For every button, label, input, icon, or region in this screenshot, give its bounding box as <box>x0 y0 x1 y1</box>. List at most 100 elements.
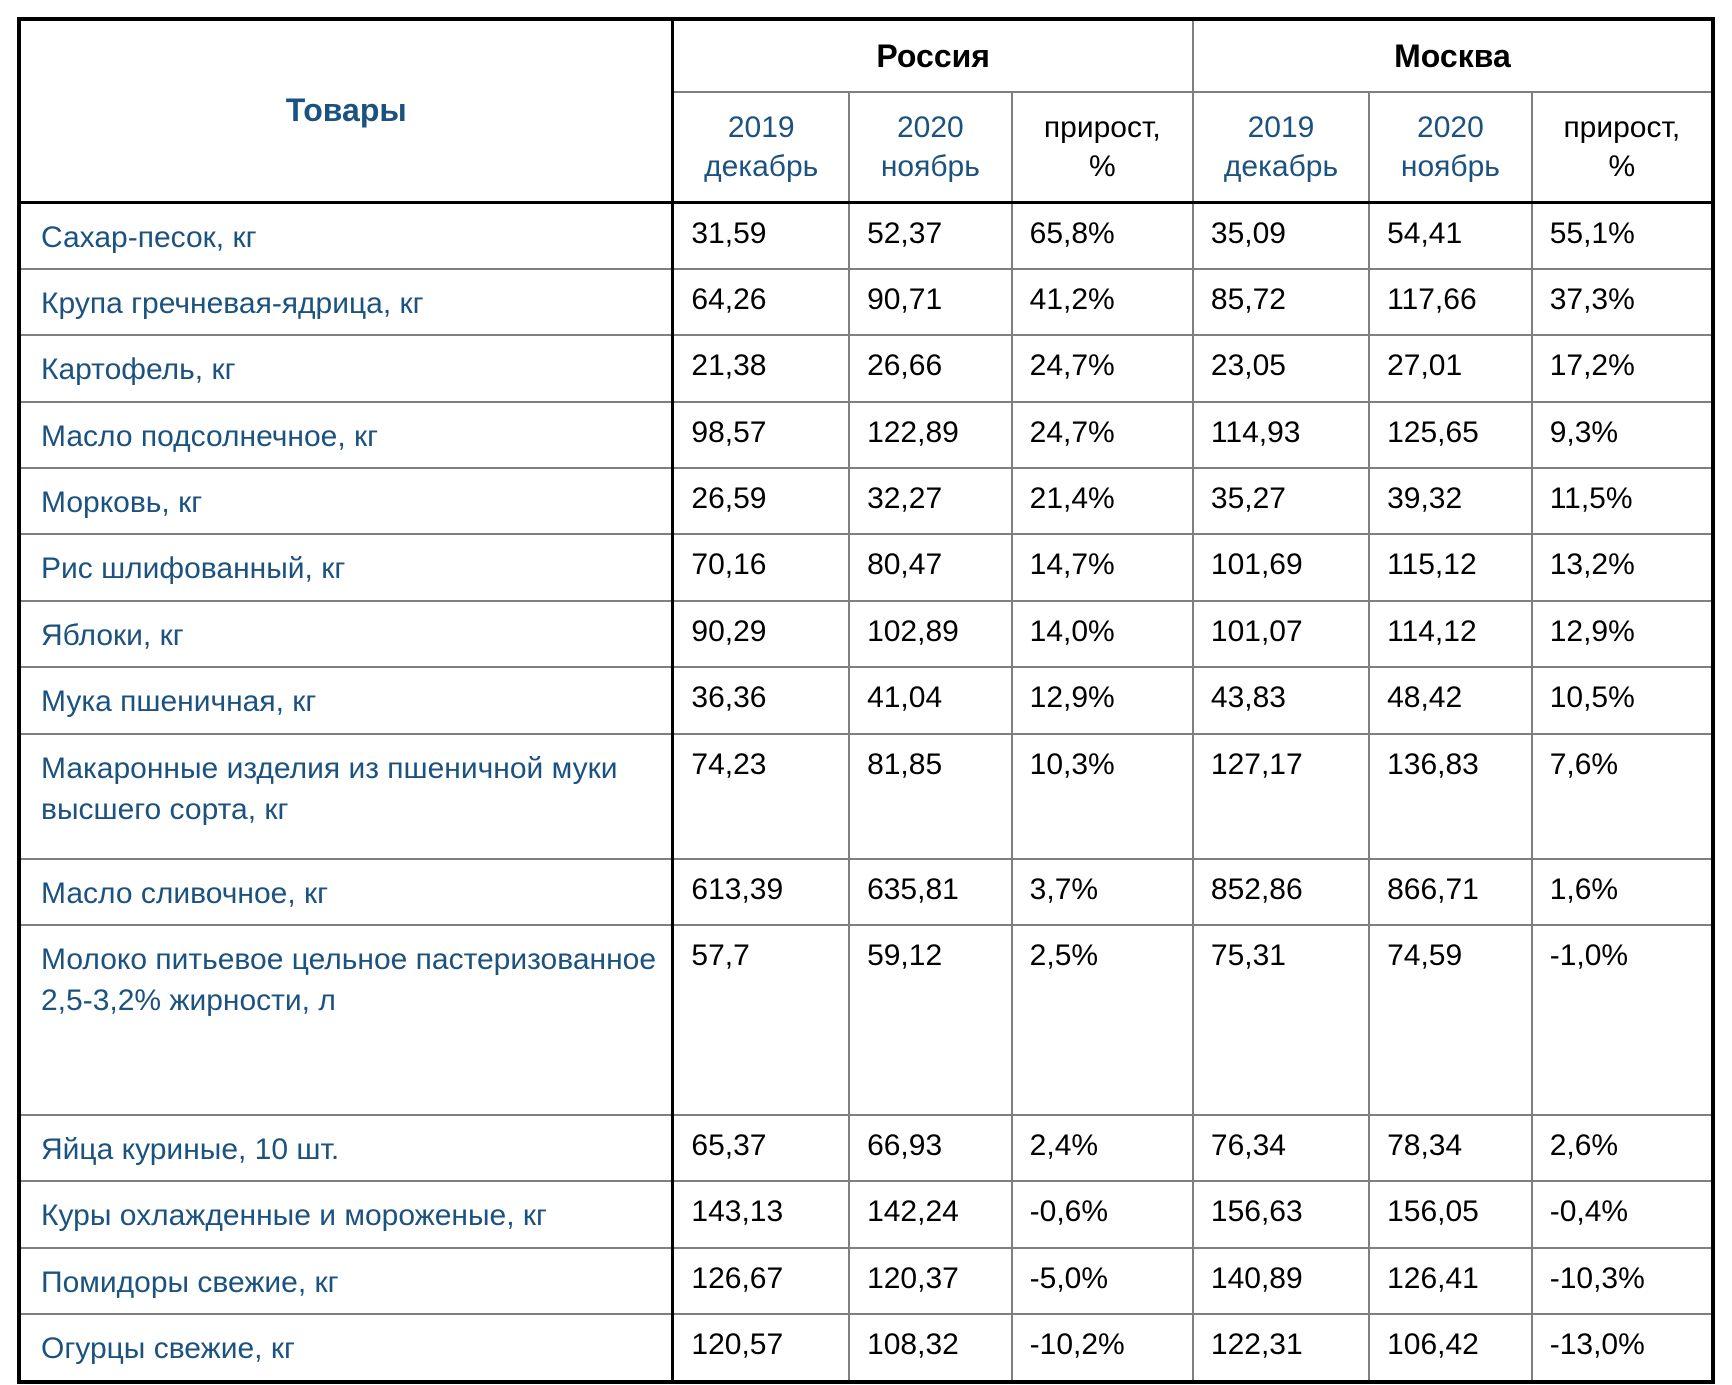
value-cell: 90,29 <box>671 599 851 669</box>
subheader-cell: 2020 ноябрь <box>848 91 1013 203</box>
product-name-cell: Морковь, кг <box>18 467 674 536</box>
product-name-cell: Помидоры свежие, кг <box>18 1246 674 1316</box>
table-row: Огурцы свежие, кг 120,57 108,32 -10,2% 122,3… <box>18 1313 1715 1383</box>
group-header-moscow: Москва <box>1191 18 1715 93</box>
value-cell: 43,83 <box>1191 666 1371 735</box>
product-name-cell: Яйца куриные, 10 шт. <box>18 1114 674 1183</box>
table-row: Сахар-песок, кг 31,59 52,37 65,8% 35,09 54,41… <box>18 201 1715 270</box>
product-name-cell: Молоко питьевое цельное пастеризованное … <box>18 924 674 1117</box>
value-cell: 57,7 <box>671 924 851 1117</box>
value-cell: 81,85 <box>848 732 1013 860</box>
value-cell: -1,0% <box>1530 924 1715 1117</box>
subheader-cell: 2019 декабрь <box>1191 91 1371 203</box>
value-cell: -10,2% <box>1010 1313 1194 1383</box>
value-cell: -10,3% <box>1530 1246 1715 1316</box>
value-cell: 101,07 <box>1191 599 1371 669</box>
value-cell: 80,47 <box>848 533 1013 602</box>
value-cell: 9,3% <box>1530 400 1715 470</box>
price-table: Товары Россия Москва 2019 декабрь 2020 нояб… <box>17 17 1715 1384</box>
value-cell: 106,42 <box>1368 1313 1533 1383</box>
value-cell: 65,37 <box>671 1114 851 1183</box>
product-name-cell: Масло подсолнечное, кг <box>18 400 674 470</box>
value-cell: 101,69 <box>1191 533 1371 602</box>
value-cell: 122,89 <box>848 400 1013 470</box>
table-row: Помидоры свежие, кг 126,67 120,37 -5,0% 140,… <box>18 1246 1715 1316</box>
value-cell: 120,37 <box>848 1246 1013 1316</box>
value-cell: 126,67 <box>671 1246 851 1316</box>
value-cell: 122,31 <box>1191 1313 1371 1383</box>
table-row: Мука пшеничная, кг 36,36 41,04 12,9% 43,83 48… <box>18 666 1715 735</box>
value-cell: 78,34 <box>1368 1114 1533 1183</box>
value-cell: 41,2% <box>1010 267 1194 337</box>
product-name-cell: Рис шлифованный, кг <box>18 533 674 602</box>
value-cell: 102,89 <box>848 599 1013 669</box>
value-cell: 108,32 <box>848 1313 1013 1383</box>
value-cell: 3,7% <box>1010 857 1194 927</box>
value-cell: 21,38 <box>671 334 851 403</box>
table-row: Яйца куриные, 10 шт. 65,37 66,93 2,4% 76,34 7… <box>18 1114 1715 1183</box>
value-cell: 24,7% <box>1010 334 1194 403</box>
value-cell: 26,59 <box>671 467 851 536</box>
value-cell: 26,66 <box>848 334 1013 403</box>
subheader-cell: прирост,% <box>1010 91 1194 203</box>
table-row: Крупа гречневая-ядрица, кг 64,26 90,71 41,2… <box>18 267 1715 337</box>
table-row: Рис шлифованный, кг 70,16 80,47 14,7% 101,69… <box>18 533 1715 602</box>
value-cell: 2,6% <box>1530 1114 1715 1183</box>
value-cell: 90,71 <box>848 267 1013 337</box>
value-cell: 75,31 <box>1191 924 1371 1117</box>
value-cell: 866,71 <box>1368 857 1533 927</box>
value-cell: 74,23 <box>671 732 851 860</box>
value-cell: 127,17 <box>1191 732 1371 860</box>
subheader-row: 2019 декабрь 2020 ноябрь прирост,% 2019 декабр… <box>19 91 1715 203</box>
value-cell: -0,4% <box>1530 1180 1715 1249</box>
value-cell: 21,4% <box>1010 467 1194 536</box>
table-row: Масло сливочное, кг 613,39 635,81 3,7% 852,8… <box>18 857 1715 927</box>
value-cell: 117,66 <box>1368 267 1533 337</box>
value-cell: 613,39 <box>671 857 851 927</box>
value-cell: 13,2% <box>1530 533 1715 602</box>
value-cell: 98,57 <box>671 400 851 470</box>
value-cell: 36,36 <box>671 666 851 735</box>
value-cell: 11,5% <box>1530 467 1715 536</box>
table-row: Картофель, кг 21,38 26,66 24,7% 23,05 27,01 17… <box>18 334 1715 403</box>
product-name-cell: Мука пшеничная, кг <box>18 666 674 735</box>
value-cell: 85,72 <box>1191 267 1371 337</box>
table-row: Яблоки, кг 90,29 102,89 14,0% 101,07 114,12 12… <box>18 599 1715 669</box>
table-row: Молоко питьевое цельное пастеризованное … <box>18 924 1715 1117</box>
value-cell: 55,1% <box>1530 201 1715 270</box>
product-name-cell: Огурцы свежие, кг <box>18 1313 674 1383</box>
product-name-cell: Сахар-песок, кг <box>18 201 674 270</box>
table-row: Морковь, кг 26,59 32,27 21,4% 35,27 39,32 11,5… <box>18 467 1715 536</box>
value-cell: 156,05 <box>1368 1180 1533 1249</box>
value-cell: 125,65 <box>1368 400 1533 470</box>
value-cell: 27,01 <box>1368 334 1533 403</box>
value-cell: 156,63 <box>1191 1180 1371 1249</box>
group-header-row: Товары Россия Москва <box>18 18 1715 203</box>
value-cell: 10,3% <box>1010 732 1194 860</box>
product-name-cell: Крупа гречневая-ядрица, кг <box>18 267 674 337</box>
value-cell: -0,6% <box>1010 1180 1194 1249</box>
value-cell: 23,05 <box>1191 334 1371 403</box>
value-cell: 41,04 <box>848 666 1013 735</box>
value-cell: 142,24 <box>848 1180 1013 1249</box>
value-cell: 54,41 <box>1368 201 1533 270</box>
value-cell: 114,12 <box>1368 599 1533 669</box>
table-body: Сахар-песок, кг 31,59 52,37 65,8% 35,09 54,41… <box>18 201 1715 1383</box>
value-cell: 852,86 <box>1191 857 1371 927</box>
subheader-cell: прирост,% <box>1530 91 1715 203</box>
value-cell: 120,57 <box>671 1313 851 1383</box>
value-cell: 39,32 <box>1368 467 1533 536</box>
value-cell: 64,26 <box>671 267 851 337</box>
value-cell: 14,7% <box>1010 533 1194 602</box>
table-row: Куры охлажденные и мороженые, кг 143,13 14… <box>18 1180 1715 1249</box>
value-cell: 10,5% <box>1530 666 1715 735</box>
subheader-cell: 2020 ноябрь <box>1368 91 1533 203</box>
value-cell: 2,5% <box>1010 924 1194 1117</box>
product-name-cell: Яблоки, кг <box>18 599 674 669</box>
value-cell: 74,59 <box>1368 924 1533 1117</box>
table-row: Масло подсолнечное, кг 98,57 122,89 24,7% 11… <box>18 400 1715 470</box>
group-header-russia: Россия <box>671 18 1194 93</box>
product-name-cell: Картофель, кг <box>18 334 674 403</box>
value-cell: 17,2% <box>1530 334 1715 403</box>
